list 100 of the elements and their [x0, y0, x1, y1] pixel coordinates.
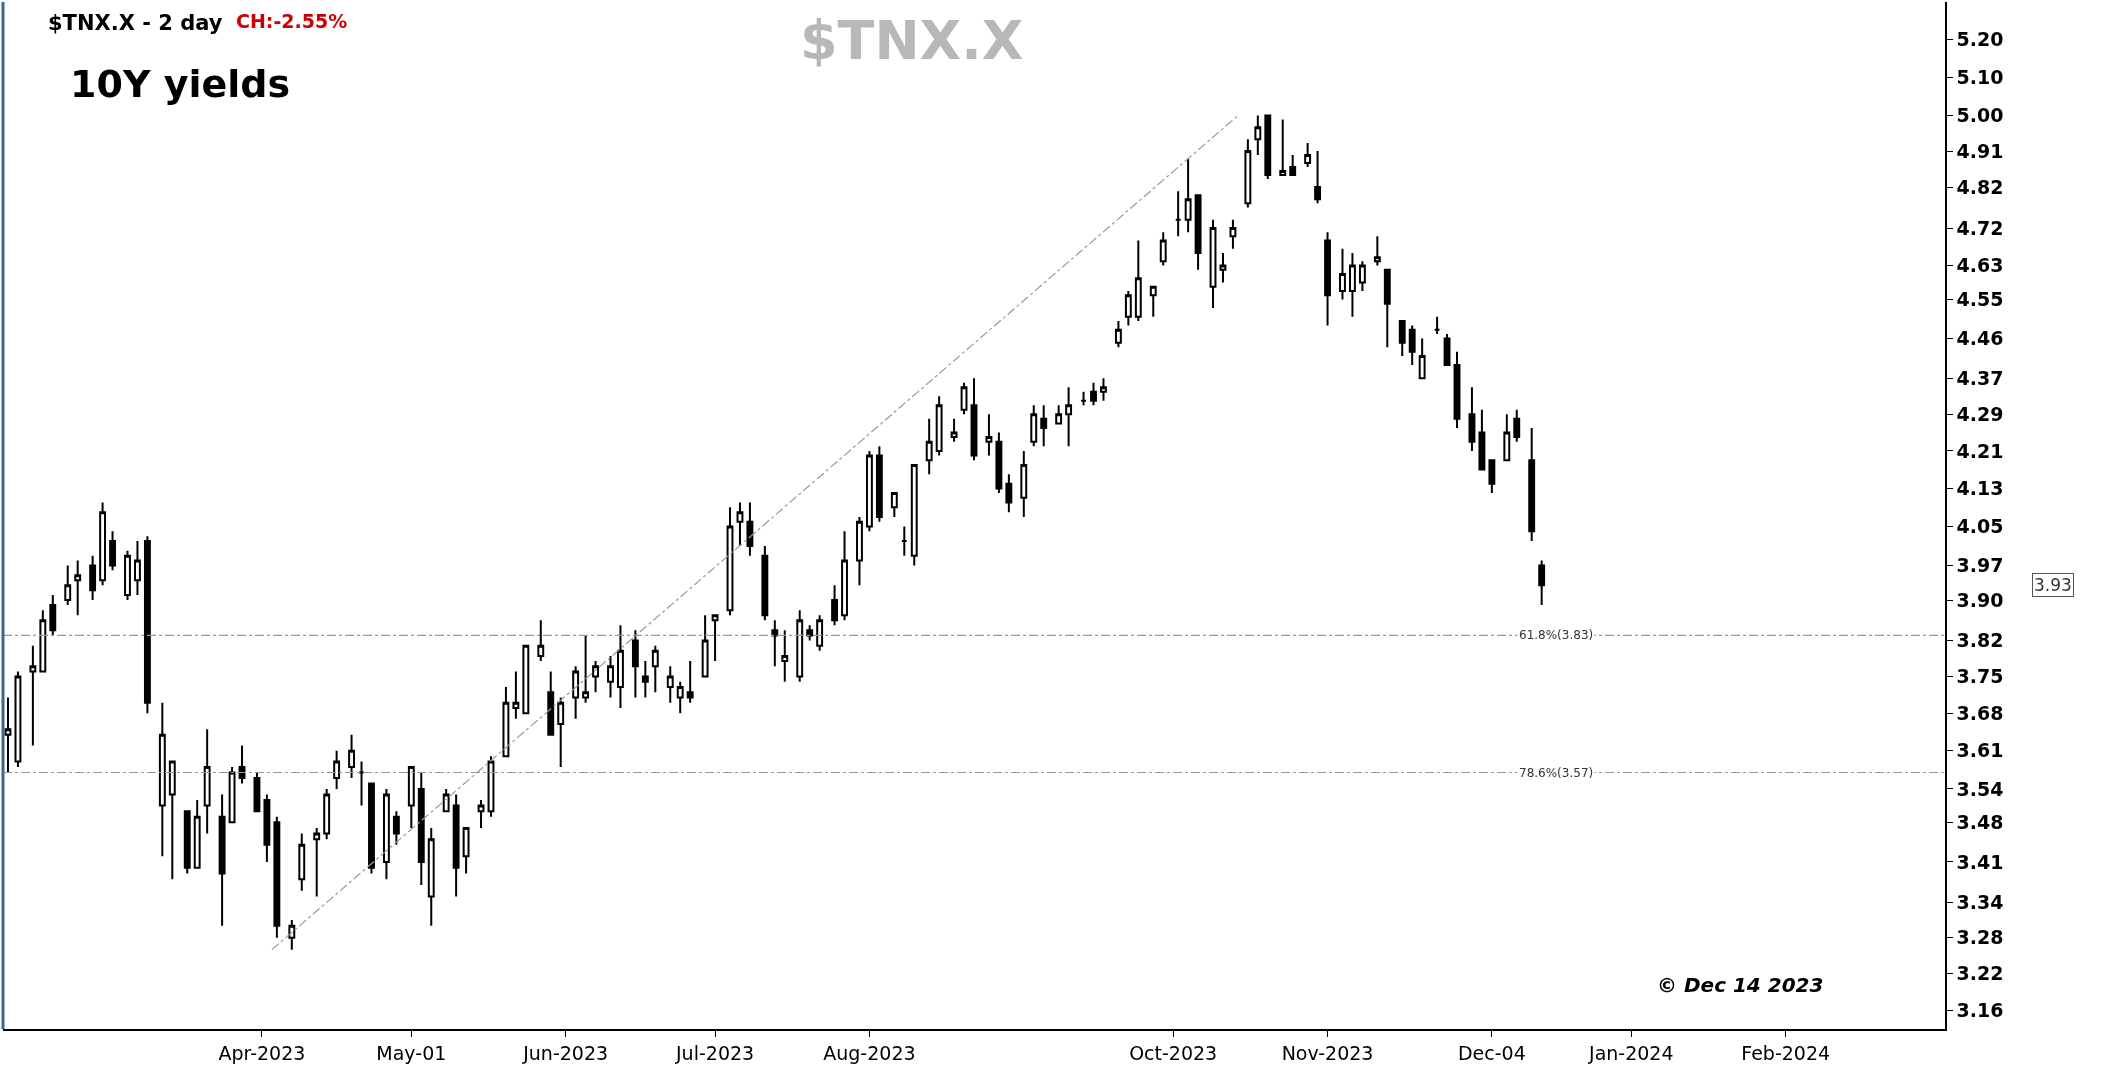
y-tick-label: 3.68 — [1956, 701, 2004, 724]
candlestick — [512, 670, 520, 720]
candlestick — [1488, 459, 1496, 495]
candlestick — [950, 417, 958, 443]
candlestick — [1020, 449, 1028, 518]
y-tick-label: 3.82 — [1956, 629, 2004, 652]
candlestick — [1339, 247, 1346, 301]
candlestick — [1264, 114, 1272, 181]
candlestick — [1090, 381, 1097, 407]
y-tick-label: 4.05 — [1956, 515, 2004, 538]
x-tick-label: Oct-2023 — [1129, 1041, 1218, 1064]
x-tick-label: Nov-2023 — [1281, 1041, 1374, 1064]
candlestick — [273, 815, 281, 939]
y-tick-label: 3.34 — [1956, 891, 2004, 914]
candlestick — [1194, 194, 1202, 271]
candlestick — [228, 766, 236, 824]
candlestick — [746, 501, 754, 557]
candlestick — [856, 515, 863, 587]
candlestick — [841, 530, 848, 622]
candlestick — [49, 594, 57, 637]
candlestick — [1289, 154, 1297, 177]
y-tick-label: 3.16 — [1956, 999, 2004, 1022]
candlestick — [143, 535, 151, 715]
y-tick-label: 3.61 — [1956, 739, 2004, 762]
candlestick — [502, 686, 510, 758]
candlestick — [1304, 142, 1312, 168]
candlestick — [1114, 320, 1122, 349]
candlestick — [1443, 333, 1451, 366]
candlestick — [1244, 138, 1252, 209]
candlestick — [1030, 404, 1038, 448]
candlestick — [392, 810, 400, 846]
candlestick — [607, 654, 614, 699]
candlestick — [890, 492, 898, 518]
candlestick — [651, 644, 659, 694]
candlestick — [666, 665, 674, 704]
candlestick — [816, 614, 824, 652]
y-tick-label: 4.46 — [1956, 327, 2004, 350]
candlestick — [537, 619, 545, 663]
candlestick — [1314, 150, 1322, 205]
candlestick — [925, 417, 933, 476]
y-tick-label: 4.91 — [1956, 139, 2004, 162]
y-tick-label: 4.13 — [1956, 477, 2004, 500]
candlestick — [1254, 114, 1262, 157]
ref-line-label: 78.6%(3.57) — [1519, 766, 1594, 780]
candlestick — [1538, 559, 1546, 607]
text: 3.93 — [2034, 575, 2072, 595]
candlestick — [1080, 390, 1087, 407]
candlestick — [323, 787, 331, 841]
candlestick — [1134, 239, 1142, 323]
y-tick-label: 3.28 — [1956, 926, 2004, 949]
candlestick — [158, 701, 166, 858]
candlestick — [124, 549, 131, 602]
y-tick-label: 4.21 — [1956, 439, 2004, 462]
candlestick — [1418, 337, 1426, 380]
candlestick — [781, 629, 789, 683]
candlestick — [368, 782, 375, 875]
candlestick — [263, 793, 271, 863]
candlestick — [407, 766, 415, 829]
candlestick — [358, 760, 365, 807]
candlestick — [676, 680, 684, 715]
candlestick — [193, 799, 201, 869]
candlestick — [910, 463, 918, 567]
text: 10Y yields — [70, 62, 291, 107]
candlestick — [736, 501, 744, 547]
candlestick — [203, 728, 211, 835]
candlestick — [900, 525, 908, 557]
candlestick — [1528, 426, 1536, 543]
candlestick — [1159, 231, 1167, 267]
candlestick — [557, 696, 565, 769]
candlestick — [39, 609, 47, 673]
candlestick — [1209, 218, 1217, 310]
annotation: © Dec 14 2023 — [1657, 973, 1824, 997]
candlestick — [1433, 315, 1441, 336]
candlestick — [865, 449, 873, 533]
candlestick — [74, 559, 82, 617]
candlestick — [985, 413, 993, 457]
candlestick — [1149, 285, 1157, 318]
candlestick — [1055, 404, 1063, 425]
candlestick — [1468, 386, 1476, 452]
y-tick-label: 4.72 — [1956, 216, 2004, 239]
candlestick — [288, 918, 296, 951]
candlestick — [711, 614, 719, 663]
candlestick — [1005, 473, 1013, 514]
candlestick — [1124, 289, 1132, 327]
candlestick — [382, 787, 390, 881]
candlestick — [333, 749, 341, 790]
x-tick-label: Feb-2024 — [1741, 1041, 1831, 1064]
annotation: $TNX.X — [800, 9, 1024, 72]
candlestick — [960, 381, 968, 416]
candlestick — [238, 744, 246, 785]
chart-subtitle: $TNX.X - 2 day — [48, 11, 223, 35]
candlestick — [218, 793, 226, 927]
candlestick — [1408, 324, 1416, 366]
candlestick — [1174, 190, 1182, 238]
candlestick — [641, 660, 649, 699]
candlestick — [109, 530, 116, 572]
x-tick-label: Dec-04 — [1457, 1041, 1526, 1064]
candlestick — [582, 634, 590, 704]
annotation: CH:-2.55% — [236, 10, 348, 32]
y-tick-label: 4.29 — [1956, 402, 2004, 425]
